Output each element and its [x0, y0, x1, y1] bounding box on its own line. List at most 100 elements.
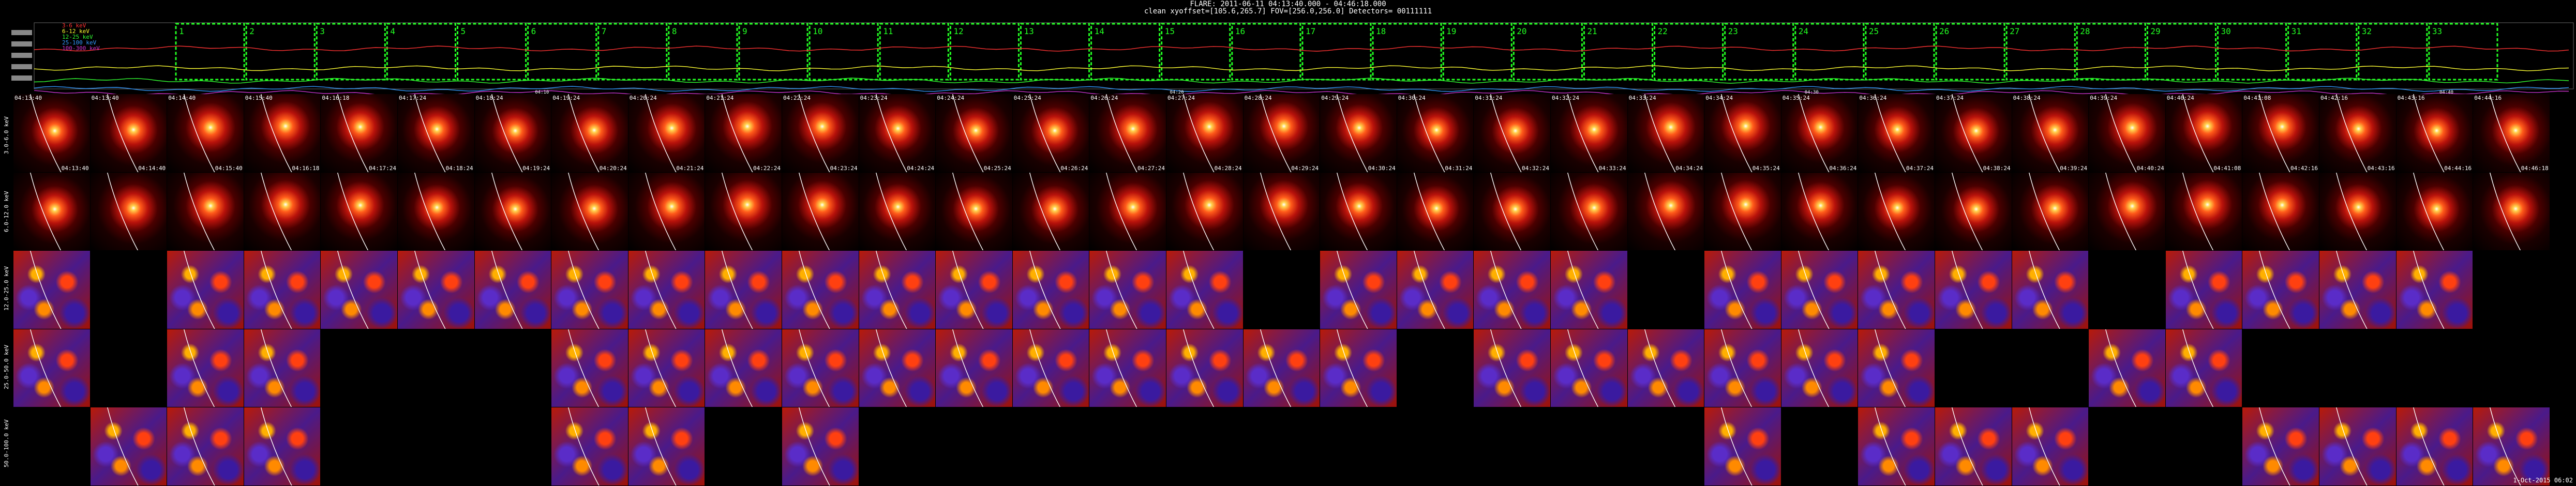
- tile-start-time: 04:40:24: [2166, 95, 2194, 101]
- image-tile: [1704, 407, 1781, 485]
- tile-image: [782, 329, 859, 407]
- image-tile: [13, 329, 90, 407]
- legend-entry: 12-25 keV: [62, 34, 93, 40]
- solar-limb: [1567, 251, 1599, 329]
- image-tile: [1397, 329, 1474, 407]
- solar-limb: [2259, 407, 2290, 485]
- interval-label: 15: [1165, 26, 1175, 36]
- solar-limb: [184, 407, 215, 485]
- tile-image: [2319, 251, 2396, 329]
- limb-line: [2336, 94, 2368, 172]
- image-tile: [167, 172, 244, 251]
- image-tile: [2396, 172, 2473, 251]
- image-tile: [1551, 172, 1627, 251]
- image-tile: [1012, 329, 1089, 407]
- solar-limb: [107, 94, 138, 172]
- tile-start-time: 04:37:24: [1936, 95, 1964, 101]
- image-tile: [1243, 172, 1320, 251]
- tile-image: [1551, 94, 1627, 172]
- limb-line: [2105, 172, 2137, 251]
- image-tile: [1858, 172, 1935, 251]
- image-tile: [859, 251, 936, 329]
- tile-image: [1704, 407, 1781, 485]
- limb-line: [260, 94, 292, 172]
- image-tile: [2242, 329, 2319, 407]
- limb-line: [184, 407, 215, 485]
- image-tile: [2242, 407, 2319, 485]
- tile-start-time: 04:29:24: [1321, 95, 1349, 101]
- image-tile: [1704, 329, 1781, 407]
- tile-start-time: 04:14:40: [168, 95, 196, 101]
- limb-line: [875, 329, 907, 407]
- tile-image: [398, 172, 474, 251]
- solar-limb: [491, 94, 522, 172]
- limb-line: [1875, 407, 1906, 485]
- limb-line: [1490, 329, 1522, 407]
- solar-limb: [1952, 251, 1983, 329]
- limb-line: [1413, 172, 1445, 251]
- limb-line: [1183, 172, 1215, 251]
- lightcurve-series: [34, 78, 2569, 84]
- solar-limb: [1798, 251, 1830, 329]
- tile-image: [1551, 172, 1627, 251]
- tile-end-time: 04:32:24: [1522, 164, 1549, 172]
- tile-end-time: 04:27:24: [1137, 164, 1165, 172]
- tile-image: [2012, 172, 2089, 251]
- lightcurve-panel: 1 2 3 4 5 6 7 8 9 10 11 12 13 14 15 16 17 18 19 20 21 22 23 24 2…: [0, 17, 2576, 96]
- image-tile: [398, 172, 474, 251]
- solar-limb: [2182, 251, 2214, 329]
- tile-end-time: 04:16:18: [292, 164, 320, 172]
- limb-line: [1875, 251, 1906, 329]
- tile-image: [705, 329, 782, 407]
- solar-limb: [2105, 94, 2137, 172]
- image-tile: [2165, 407, 2242, 485]
- interval-box: [668, 23, 738, 81]
- tile-image: [2473, 407, 2550, 485]
- solar-limb: [1798, 172, 1830, 251]
- image-tile: [1397, 251, 1474, 329]
- interval-label: 2: [249, 26, 254, 36]
- tile-image: [13, 94, 90, 172]
- tile-image: [782, 94, 859, 172]
- tile-image: [628, 407, 705, 485]
- tile-image: [1089, 329, 1166, 407]
- interval-label: 4: [390, 26, 395, 36]
- limb-line: [1106, 172, 1137, 251]
- tile-start-time: 04:36:24: [1859, 95, 1887, 101]
- limb-line: [1875, 329, 1906, 407]
- lightcurve-frame: [34, 22, 2574, 89]
- solar-limb: [952, 172, 984, 251]
- tile-start-time: 04:38:24: [2013, 95, 2041, 101]
- limb-line: [414, 172, 446, 251]
- limb-line: [568, 407, 600, 485]
- limb-line: [1183, 329, 1215, 407]
- image-tile: [1627, 407, 1704, 485]
- limb-line: [645, 172, 677, 251]
- image-tile: 04:40:24 04:41:08: [2165, 94, 2242, 172]
- interval-box: [245, 23, 316, 81]
- image-tile: [13, 172, 90, 251]
- tile-end-time: 04:17:24: [369, 164, 396, 172]
- solar-limb: [645, 172, 677, 251]
- image-tile: [859, 407, 936, 485]
- image-tile: [244, 329, 321, 407]
- limb-line: [1260, 329, 1291, 407]
- image-tile: [1243, 329, 1320, 407]
- image-tile: [1320, 407, 1397, 485]
- limb-line: [1875, 172, 1906, 251]
- solar-limb: [1721, 94, 1753, 172]
- solar-limb: [260, 407, 292, 485]
- image-tile: [628, 329, 705, 407]
- limb-line: [30, 329, 62, 407]
- solar-limb: [722, 172, 753, 251]
- image-tile: 04:39:24 04:40:24: [2089, 94, 2165, 172]
- interval-label: 5: [460, 26, 466, 36]
- interval-label: 23: [1728, 26, 1738, 36]
- tile-start-time: 04:19:24: [552, 95, 580, 101]
- tile-end-time: 04:21:24: [676, 164, 704, 172]
- limb-line: [1721, 407, 1753, 485]
- image-tile: [936, 172, 1012, 251]
- limb-line: [30, 251, 62, 329]
- limb-line: [1337, 172, 1368, 251]
- tile-image: [1858, 329, 1935, 407]
